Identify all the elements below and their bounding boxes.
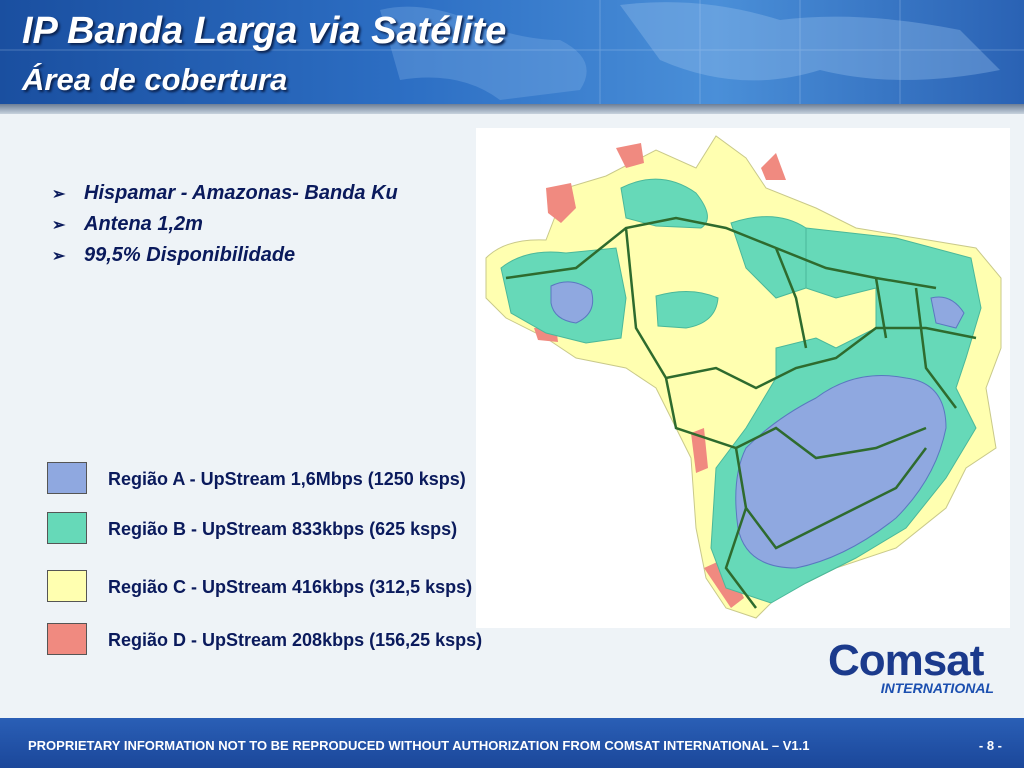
legend-label: Região B - UpStream 833kbps (625 ksps)	[108, 519, 458, 539]
coverage-map	[476, 128, 1010, 628]
legend-swatch	[47, 570, 87, 602]
bullet: ➢ Antena 1,2m	[52, 213, 203, 235]
header: IP Banda Larga via Satélite Área de cobe…	[0, 0, 1024, 104]
logo-subname: INTERNATIONAL	[880, 680, 994, 696]
legend-item: Região A - UpStream 1,6Mbps (1250 ksps)	[47, 462, 607, 494]
logo-name: Comsat	[828, 636, 984, 685]
legend-swatch	[47, 462, 87, 494]
legend-swatch	[47, 512, 87, 544]
legend-swatch	[47, 623, 87, 655]
bullet-text: Hispamar - Amazonas- Banda Ku	[84, 182, 398, 204]
bullet-list: ➢ Hispamar - Amazonas- Banda Ku ➢ Antena 1…	[52, 182, 398, 275]
logo: Comsat INTERNATIONAL	[828, 636, 1004, 702]
page-number: - 8 -	[978, 738, 1002, 753]
map-drawing	[485, 135, 1002, 619]
footer: PROPRIETARY INFORMATION NOT TO BE REPROD…	[0, 718, 1024, 768]
legend-label: Região C - UpStream 416kbps (312,5 ksps)	[108, 577, 473, 597]
bullet: ➢ 99,5% Disponibilidade	[52, 244, 296, 266]
header-band	[0, 104, 1024, 114]
world-texture	[0, 0, 1024, 104]
title: IP Banda Larga via Satélite	[22, 10, 507, 52]
subtitle: Área de cobertura	[22, 62, 288, 97]
bullet: ➢ Hispamar - Amazonas- Banda Ku	[52, 182, 398, 204]
bullet-text: Antena 1,2m	[84, 213, 203, 235]
legend-item: Região C - UpStream 416kbps (312,5 ksps)	[47, 570, 607, 602]
footer-text: PROPRIETARY INFORMATION NOT TO BE REPROD…	[28, 738, 810, 753]
bullet-text: 99,5% Disponibilidade	[84, 244, 296, 266]
legend-item: Região D - UpStream 208kbps (156,25 ksps…	[47, 623, 607, 655]
legend-label: Região A - UpStream 1,6Mbps (1250 ksps)	[108, 469, 466, 489]
legend-label: Região D - UpStream 208kbps (156,25 ksps…	[108, 630, 483, 650]
legend-item: Região B - UpStream 833kbps (625 ksps)	[47, 512, 607, 544]
